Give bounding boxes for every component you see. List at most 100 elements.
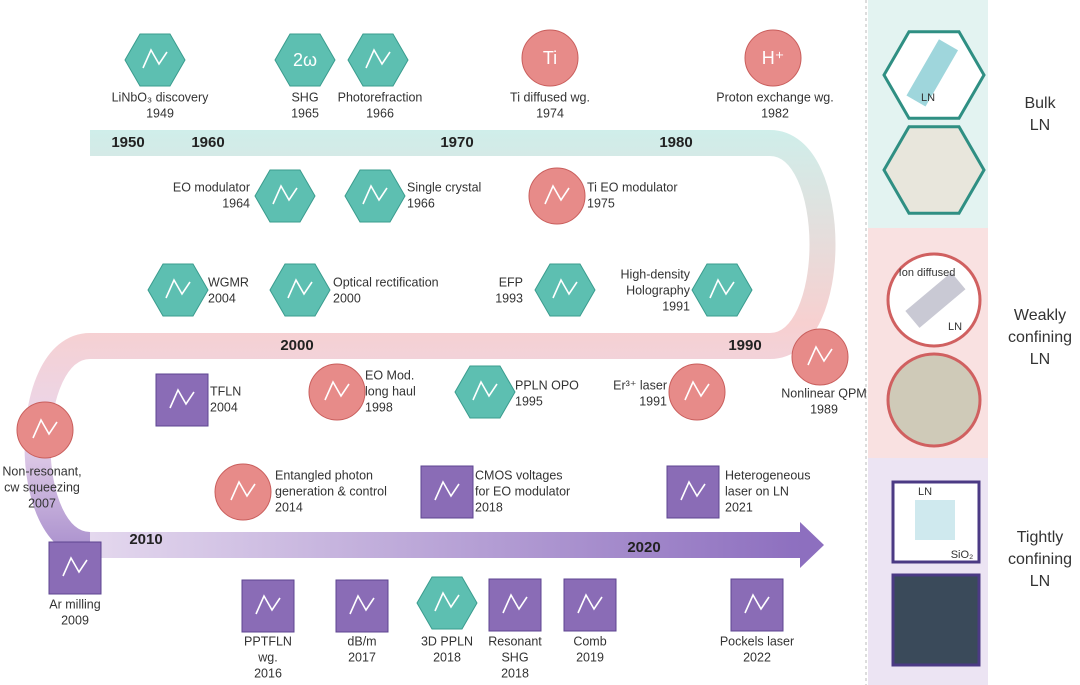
icon-glyph xyxy=(324,380,350,401)
milestone-label: generation & control xyxy=(275,484,387,498)
milestone: Er³⁺ laser 1991 xyxy=(613,363,726,421)
panel-tag: LN xyxy=(921,92,935,104)
icon-glyph xyxy=(349,594,375,615)
milestone: CMOS voltages for EO modulator 2018 xyxy=(420,465,570,519)
milestone-label: dB/m xyxy=(347,634,376,648)
milestone-label: Photorefraction xyxy=(338,90,423,104)
milestone: EO modulator 1964 xyxy=(173,169,316,223)
square-icon xyxy=(420,465,474,519)
panel-title: LN xyxy=(1030,573,1050,590)
milestone-year: 1974 xyxy=(536,106,564,120)
icon-glyph xyxy=(32,418,58,439)
panel-title: confining xyxy=(1008,551,1072,568)
hexagon-icon xyxy=(416,576,478,630)
milestone: Comb 2019 xyxy=(563,578,617,664)
milestone-year: 2016 xyxy=(254,666,282,680)
milestone: PPLN OPO 1995 xyxy=(454,365,579,419)
milestone-label: Ar milling xyxy=(49,597,100,611)
panel-title: LN xyxy=(1030,117,1050,134)
milestone-label: High-density xyxy=(621,267,691,281)
panel-tag: Ion diffused xyxy=(899,267,956,279)
milestone-label: Resonant xyxy=(488,634,542,648)
decade-label: 1950 xyxy=(111,134,144,151)
circle-icon xyxy=(214,463,272,521)
milestone-year: 2000 xyxy=(333,291,361,305)
milestone-label: long haul xyxy=(365,384,416,398)
icon-glyph xyxy=(230,480,256,501)
milestone-label: 3D PPLN xyxy=(421,634,473,648)
milestone-year: 1993 xyxy=(495,291,523,305)
milestone-label: SHG xyxy=(291,90,318,104)
milestone-year: 2004 xyxy=(210,400,238,414)
panel: Bulk LN LN xyxy=(882,30,1057,215)
icon-glyph xyxy=(165,278,191,299)
panel-icon xyxy=(886,352,982,448)
milestone-label: Entangled photon xyxy=(275,468,373,482)
icon-glyph xyxy=(684,380,710,401)
panel-icon xyxy=(891,573,981,667)
milestone: Ti Ti diffused wg. 1974 xyxy=(510,29,590,120)
hexagon-icon xyxy=(147,263,209,317)
milestone-label: Nonlinear QPM xyxy=(781,386,866,400)
milestone-label: SHG xyxy=(501,650,528,664)
hexagon-icon xyxy=(254,169,316,223)
milestone: Heterogeneous laser on LN 2021 xyxy=(666,465,810,519)
icon-glyph xyxy=(434,480,460,501)
decade-label: 1980 xyxy=(659,134,692,151)
milestone-year: 2017 xyxy=(348,650,376,664)
icon-glyph xyxy=(62,556,88,577)
decade-label: 2000 xyxy=(280,337,313,354)
icon-glyph xyxy=(255,594,281,615)
milestone: Optical rectification 2000 xyxy=(269,263,439,317)
hexagon-icon xyxy=(534,263,596,317)
icon-text: H⁺ xyxy=(762,48,785,68)
circle-icon xyxy=(744,29,802,87)
circle-icon xyxy=(521,29,579,87)
milestone-year: 1982 xyxy=(761,106,789,120)
milestone: Single crystal 1966 xyxy=(344,169,481,223)
hexagon-icon xyxy=(274,33,336,87)
panel: Weakly confining LN Ion diffused LN xyxy=(886,252,1072,448)
circle-icon xyxy=(308,363,366,421)
milestone-label: Comb xyxy=(573,634,606,648)
ribbon xyxy=(24,130,836,568)
milestone: dB/m 2017 xyxy=(335,579,389,664)
square-icon xyxy=(488,578,542,632)
icon-text: 2ω xyxy=(293,50,317,70)
milestone-label: Er³⁺ laser xyxy=(613,378,667,392)
milestone-label: Ti EO modulator xyxy=(587,180,678,194)
milestone-year: 1966 xyxy=(366,106,394,120)
milestone: TFLN 2004 xyxy=(155,373,241,427)
milestone-year: 2019 xyxy=(576,650,604,664)
milestone-label: Heterogeneous xyxy=(725,468,810,482)
decade-label: 2020 xyxy=(627,539,660,556)
panel-title: confining xyxy=(1008,329,1072,346)
panel-title: Weakly xyxy=(1014,307,1066,324)
square-icon xyxy=(48,541,102,595)
icon-glyph xyxy=(142,48,168,69)
icon-glyph xyxy=(552,278,578,299)
crystal xyxy=(915,500,955,540)
decade-label: 2010 xyxy=(129,531,162,548)
decade-label: 1990 xyxy=(728,337,761,354)
milestone-year: 2018 xyxy=(433,650,461,664)
square-icon xyxy=(730,578,784,632)
icon-glyph xyxy=(744,593,770,614)
milestone: Entangled photon generation & control 2014 xyxy=(214,463,387,521)
icon-glyph xyxy=(169,388,195,409)
milestone-year: 2007 xyxy=(28,496,56,510)
milestone-label: Single crystal xyxy=(407,180,481,194)
milestone-label: EO modulator xyxy=(173,180,250,194)
milestone: EO Mod. long haul 1998 xyxy=(308,363,416,421)
milestone-label: laser on LN xyxy=(725,484,789,498)
icon-glyph xyxy=(272,184,298,205)
icon-glyph xyxy=(434,591,460,612)
milestone-year: 1965 xyxy=(291,106,319,120)
milestone-year: 1949 xyxy=(146,106,174,120)
square-icon xyxy=(563,578,617,632)
milestone: Non-resonant, cw squeezing 2007 xyxy=(2,401,82,510)
panel-tag: SiO₂ xyxy=(951,549,974,561)
milestone-year: 1964 xyxy=(222,196,250,210)
icon-glyph xyxy=(502,593,528,614)
